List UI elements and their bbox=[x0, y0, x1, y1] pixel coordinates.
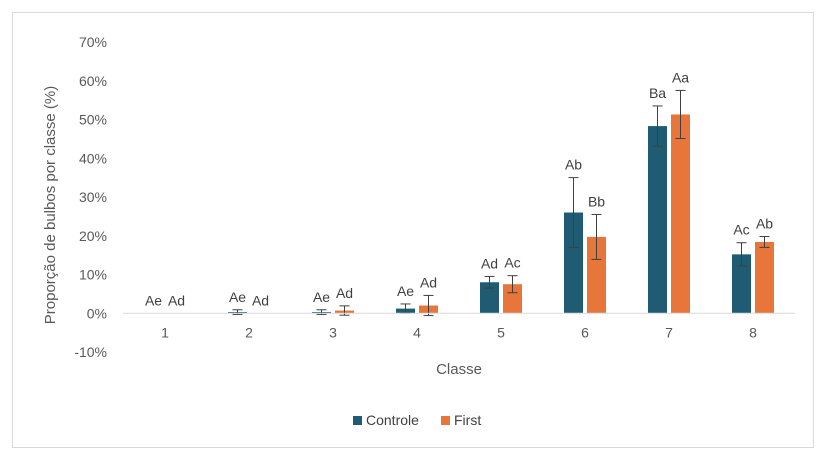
x-axis-ticks: 1 2 3 4 5 6 7 8 bbox=[161, 325, 757, 341]
x-tick-label: 5 bbox=[497, 325, 505, 341]
x-tick-label: 2 bbox=[245, 325, 253, 341]
y-tick-label: 40% bbox=[79, 150, 107, 166]
bar-label-controle-7: Ba bbox=[649, 85, 666, 101]
bar-label-controle-3: Ae bbox=[313, 289, 330, 305]
error-bar-controle-8 bbox=[736, 242, 747, 267]
bars bbox=[228, 114, 774, 314]
y-tick-label: 20% bbox=[79, 228, 107, 244]
legend-item-first: First bbox=[441, 412, 481, 428]
y-tick-label: 60% bbox=[79, 73, 107, 89]
bar-label-first-5: Ac bbox=[504, 255, 520, 271]
bar-chart: -10% 0% 10% 20% 30% 40% 50% 60% 70% Ae Ad Ae Ad Ae Ad… bbox=[42, 34, 795, 428]
bar-controle-5 bbox=[480, 282, 499, 314]
x-axis-title: Classe bbox=[436, 361, 482, 378]
bar-label-first-4: Ad bbox=[420, 274, 437, 290]
bar-first-8 bbox=[755, 241, 774, 314]
legend-swatch bbox=[353, 416, 362, 425]
y-axis-ticks: -10% 0% 10% 20% 30% 40% 50% 60% 70% bbox=[74, 34, 107, 360]
bar-controle-6 bbox=[564, 212, 583, 314]
error-bar-controle-6 bbox=[568, 177, 579, 248]
chart-frame: -10% 0% 10% 20% 30% 40% 50% 60% 70% Ae Ad Ae Ad Ae Ad… bbox=[12, 12, 814, 448]
legend: Controle First bbox=[353, 412, 481, 428]
bar-controle-7 bbox=[648, 126, 667, 314]
bar-label-first-3: Ad bbox=[336, 285, 353, 301]
error-bar-first-4 bbox=[423, 294, 434, 317]
bar-label-first-8: Ab bbox=[756, 216, 773, 232]
error-bar-first-6 bbox=[591, 213, 602, 260]
bar-label-controle-8: Ac bbox=[733, 222, 749, 238]
bar-label-controle-5: Ad bbox=[481, 255, 498, 271]
bar-label-controle-4: Ae bbox=[397, 283, 414, 299]
bar-first-7 bbox=[671, 114, 690, 314]
bar-first-6 bbox=[587, 236, 606, 314]
x-tick-label: 6 bbox=[581, 325, 589, 341]
y-tick-label: 30% bbox=[79, 189, 107, 205]
error-bars bbox=[232, 89, 770, 317]
bar-label-controle-6: Ab bbox=[565, 157, 582, 173]
y-tick-label: 10% bbox=[79, 267, 107, 283]
x-tick-label: 4 bbox=[413, 325, 421, 341]
bar-label-first-2: Ad bbox=[252, 292, 269, 308]
legend-item-controle: Controle bbox=[353, 412, 419, 428]
error-bar-controle-7 bbox=[652, 105, 663, 147]
x-tick-label: 7 bbox=[665, 325, 673, 341]
bar-label-controle-1: Ae bbox=[145, 292, 162, 308]
bar-labels: Ae Ad Ae Ad Ae Ad Ae Ad Ad Ac Ab Bb Ba Aa Ac Ab bbox=[145, 69, 773, 308]
y-axis-title: Proporção de bulbos por classe (%) bbox=[42, 86, 59, 324]
error-bar-controle-5 bbox=[484, 275, 495, 289]
legend-label: First bbox=[454, 412, 481, 428]
bar-controle-8 bbox=[732, 254, 751, 314]
y-tick-label: 0% bbox=[87, 305, 107, 321]
error-bar-first-5 bbox=[507, 275, 518, 294]
bar-label-first-1: Ad bbox=[168, 292, 185, 308]
bar-label-first-6: Bb bbox=[588, 193, 605, 209]
x-tick-label: 3 bbox=[329, 325, 337, 341]
y-tick-label: -10% bbox=[74, 344, 107, 360]
error-bar-first-8 bbox=[759, 236, 770, 248]
x-tick-label: 1 bbox=[161, 325, 169, 341]
bar-label-controle-2: Ae bbox=[229, 289, 246, 305]
error-bar-first-7 bbox=[675, 89, 686, 139]
y-tick-label: 50% bbox=[79, 112, 107, 128]
bar-first-5 bbox=[503, 284, 522, 314]
x-tick-label: 8 bbox=[749, 325, 757, 341]
legend-swatch bbox=[441, 416, 450, 425]
y-tick-label: 70% bbox=[79, 34, 107, 50]
legend-label: Controle bbox=[366, 412, 419, 428]
bar-label-first-7: Aa bbox=[672, 69, 689, 85]
